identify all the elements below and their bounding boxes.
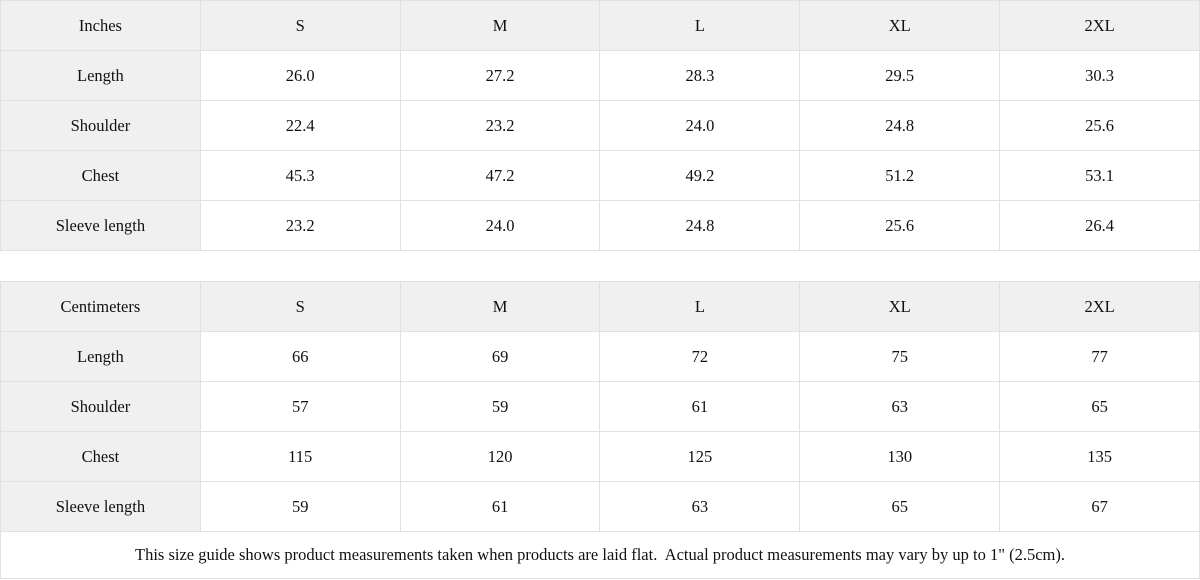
measurement-value: 24.8 (799, 100, 1001, 151)
measurement-value: 61 (399, 481, 601, 532)
measurement-value: 30.3 (999, 50, 1200, 101)
table-spacer (0, 251, 1200, 281)
measurement-value: 130 (799, 431, 1001, 482)
measurement-label: Length (0, 331, 201, 382)
measurement-value: 25.6 (799, 200, 1001, 251)
measurement-value: 125 (599, 431, 801, 482)
unit-label-cell: Inches (0, 0, 201, 51)
centimeters-size-table: Centimeters S M L XL 2XL Length 66 69 72… (0, 281, 1200, 532)
measurement-value: 24.0 (599, 100, 801, 151)
size-column-header: L (599, 281, 801, 332)
size-header-row: Centimeters S M L XL 2XL (0, 281, 1200, 332)
measurement-value: 120 (399, 431, 601, 482)
measurement-value: 77 (999, 331, 1200, 382)
size-column-header: 2XL (999, 0, 1200, 51)
size-guide-note: This size guide shows product measuremen… (0, 532, 1200, 579)
measurement-value: 27.2 (399, 50, 601, 101)
measurement-value: 65 (799, 481, 1001, 532)
measurement-row: Sleeve length 59 61 63 65 67 (0, 481, 1200, 532)
measurement-label: Chest (0, 431, 201, 482)
measurement-value: 66 (199, 331, 401, 382)
measurement-row: Chest 115 120 125 130 135 (0, 431, 1200, 482)
measurement-value: 69 (399, 331, 601, 382)
measurement-value: 23.2 (199, 200, 401, 251)
measurement-value: 67 (999, 481, 1200, 532)
measurement-value: 59 (399, 381, 601, 432)
measurement-value: 115 (199, 431, 401, 482)
measurement-value: 61 (599, 381, 801, 432)
size-column-header: M (399, 281, 601, 332)
measurement-value: 24.0 (399, 200, 601, 251)
inches-size-table: Inches S M L XL 2XL Length 26.0 27.2 28.… (0, 0, 1200, 251)
measurement-row: Length 66 69 72 75 77 (0, 331, 1200, 382)
measurement-label: Sleeve length (0, 200, 201, 251)
measurement-value: 57 (199, 381, 401, 432)
measurement-value: 26.0 (199, 50, 401, 101)
size-column-header: XL (799, 0, 1001, 51)
measurement-value: 75 (799, 331, 1001, 382)
measurement-row: Sleeve length 23.2 24.0 24.8 25.6 26.4 (0, 200, 1200, 251)
measurement-value: 29.5 (799, 50, 1001, 101)
measurement-value: 25.6 (999, 100, 1200, 151)
measurement-value: 53.1 (999, 150, 1200, 201)
size-header-row: Inches S M L XL 2XL (0, 0, 1200, 51)
size-column-header: S (199, 0, 401, 51)
size-column-header: XL (799, 281, 1001, 332)
measurement-value: 47.2 (399, 150, 601, 201)
measurement-row: Shoulder 57 59 61 63 65 (0, 381, 1200, 432)
measurement-row: Shoulder 22.4 23.2 24.0 24.8 25.6 (0, 100, 1200, 151)
measurement-label: Length (0, 50, 201, 101)
measurement-row: Length 26.0 27.2 28.3 29.5 30.3 (0, 50, 1200, 101)
measurement-value: 51.2 (799, 150, 1001, 201)
size-column-header: 2XL (999, 281, 1200, 332)
measurement-row: Chest 45.3 47.2 49.2 51.2 53.1 (0, 150, 1200, 201)
measurement-value: 24.8 (599, 200, 801, 251)
measurement-value: 63 (799, 381, 1001, 432)
measurement-value: 28.3 (599, 50, 801, 101)
measurement-value: 135 (999, 431, 1200, 482)
measurement-label: Shoulder (0, 100, 201, 151)
measurement-value: 59 (199, 481, 401, 532)
measurement-value: 72 (599, 331, 801, 382)
size-column-header: M (399, 0, 601, 51)
measurement-value: 49.2 (599, 150, 801, 201)
measurement-label: Shoulder (0, 381, 201, 432)
unit-label-cell: Centimeters (0, 281, 201, 332)
measurement-value: 26.4 (999, 200, 1200, 251)
measurement-value: 45.3 (199, 150, 401, 201)
size-column-header: S (199, 281, 401, 332)
measurement-value: 23.2 (399, 100, 601, 151)
measurement-value: 22.4 (199, 100, 401, 151)
measurement-value: 63 (599, 481, 801, 532)
measurement-value: 65 (999, 381, 1200, 432)
size-column-header: L (599, 0, 801, 51)
measurement-label: Chest (0, 150, 201, 201)
measurement-label: Sleeve length (0, 481, 201, 532)
